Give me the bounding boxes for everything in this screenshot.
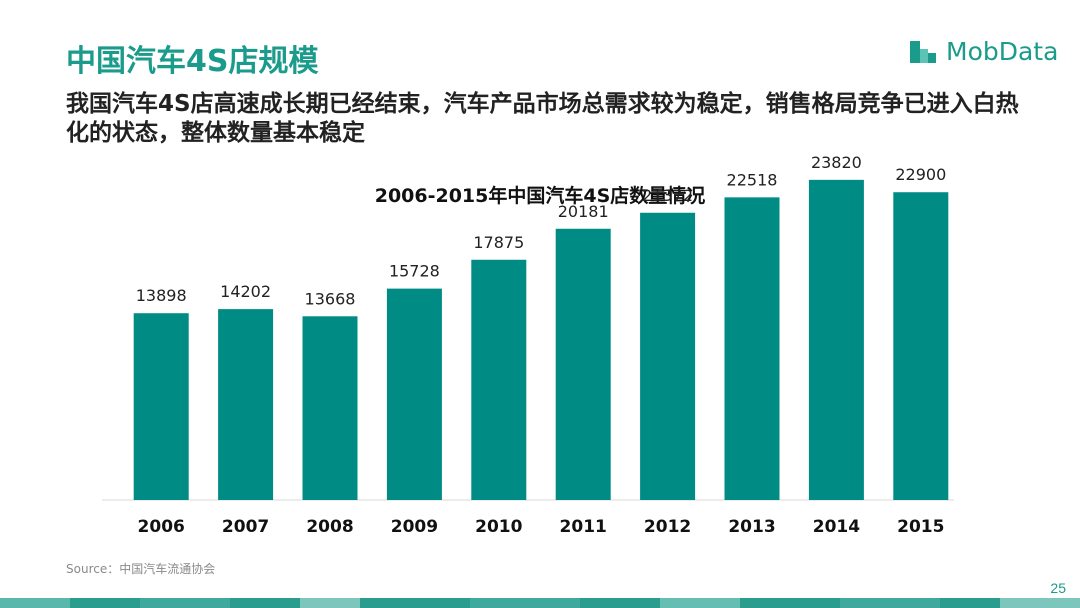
x-tick-2014: 2014 xyxy=(813,517,860,537)
x-tick-2008: 2008 xyxy=(306,517,353,537)
data-label-2012: 21372 xyxy=(642,186,693,205)
bar-2008 xyxy=(302,316,358,500)
data-label-2010: 17875 xyxy=(473,233,524,252)
data-label-2013: 22518 xyxy=(727,170,778,189)
x-tick-2013: 2013 xyxy=(728,517,775,537)
page-number: 25 xyxy=(1050,580,1066,596)
x-tick-2010: 2010 xyxy=(475,517,522,537)
bar-2009 xyxy=(386,288,442,500)
source-note: Source：中国汽车流通协会 xyxy=(66,562,216,576)
data-label-2008: 13668 xyxy=(305,289,356,308)
bar-2010 xyxy=(471,259,527,500)
data-label-2014: 23820 xyxy=(811,153,862,172)
bar-2007 xyxy=(218,309,274,500)
bar-2015 xyxy=(893,192,949,500)
data-label-2015: 22900 xyxy=(895,165,946,184)
bar-2006 xyxy=(133,313,189,500)
x-tick-2006: 2006 xyxy=(138,517,185,537)
bar-2012 xyxy=(640,212,696,500)
chart-title: 2006-2015年中国汽车4S店数量情况 xyxy=(374,185,706,207)
data-label-2009: 15728 xyxy=(389,262,440,281)
data-label-2006: 13898 xyxy=(136,286,187,305)
bar-2014 xyxy=(808,179,864,501)
building-bars-icon xyxy=(910,41,936,63)
page-subtitle: 我国汽车4S店高速成长期已经结束，汽车产品市场总需求较为稳定，销售格局竞争已进入… xyxy=(66,91,1019,146)
x-tick-2011: 2011 xyxy=(560,517,607,537)
bar-2013 xyxy=(724,197,780,500)
bottom-decorative-strip xyxy=(0,598,1080,608)
mobdata-logo: MobData xyxy=(908,36,1058,66)
x-tick-2009: 2009 xyxy=(391,517,438,537)
bar-2011 xyxy=(555,228,611,500)
data-label-2007: 14202 xyxy=(220,282,271,301)
x-tick-2007: 2007 xyxy=(222,517,269,537)
bar-chart: 13898 2006 14202 2007 13668 2008 15728 2009 1787… xyxy=(102,153,954,537)
x-tick-2012: 2012 xyxy=(644,517,691,537)
logo-text: MobData xyxy=(946,36,1059,66)
data-label-2011: 20181 xyxy=(558,202,609,221)
page-title: 中国汽车4S店规模 xyxy=(66,44,319,79)
x-tick-2015: 2015 xyxy=(897,517,944,537)
